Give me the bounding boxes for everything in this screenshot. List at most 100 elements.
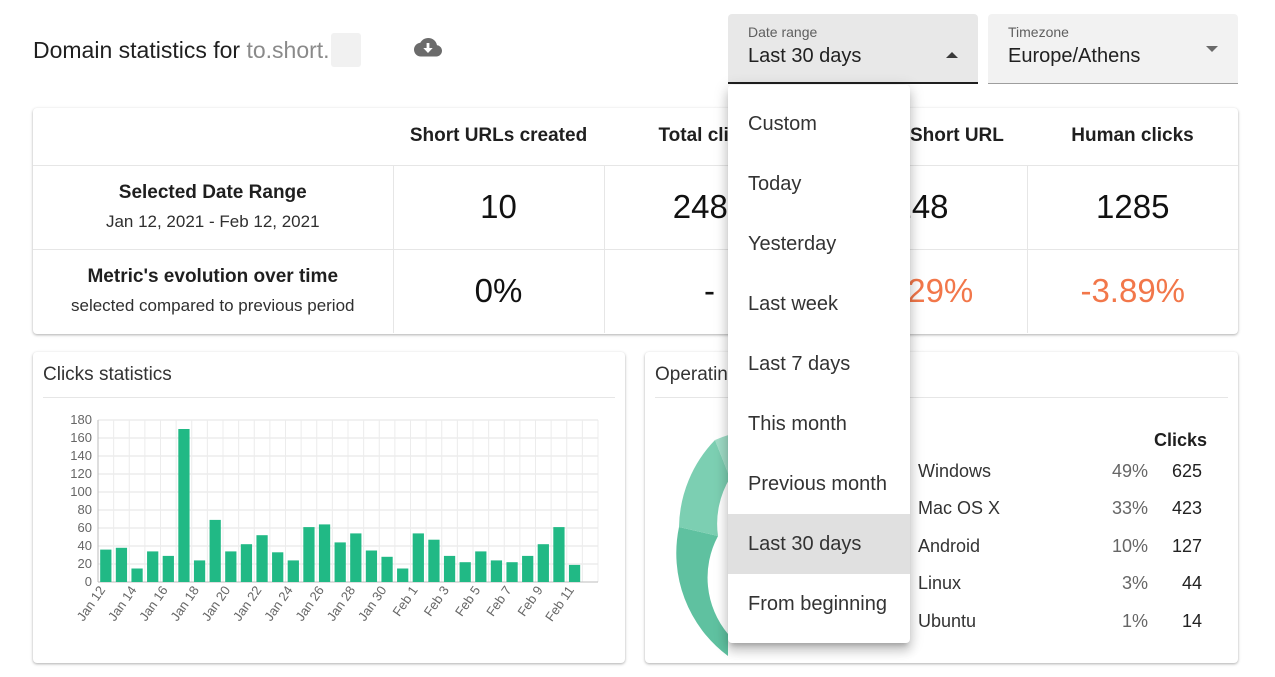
- timezone-label: Timezone: [1008, 24, 1069, 40]
- menu-item-last-30-days[interactable]: Last 30 days: [728, 514, 910, 574]
- y-tick-label: 20: [78, 556, 92, 571]
- divider: [43, 397, 615, 398]
- x-tick-label: Feb 11: [542, 583, 577, 624]
- bar: [522, 555, 534, 582]
- bar: [100, 549, 112, 582]
- metric-value: 1285: [1026, 165, 1238, 250]
- donut-slice-mac-os-x: [679, 440, 730, 536]
- row-title: Selected Date Range: [118, 182, 307, 203]
- y-tick-label: 60: [78, 520, 92, 535]
- os-clicks-header: Clicks: [1154, 430, 1208, 450]
- donut-slice-windows: [676, 527, 728, 656]
- x-tick-label: Jan 18: [167, 583, 202, 624]
- bar: [334, 542, 346, 582]
- date-range-select[interactable]: Date range Last 30 days: [728, 14, 978, 84]
- list-item: Ubuntu 1% 14: [918, 611, 1218, 641]
- card-title: Clicks statistics: [43, 364, 172, 385]
- metric-change: 0%: [392, 249, 604, 333]
- column-header: Short URLs created: [393, 108, 604, 166]
- list-item: Mac OS X 33% 423: [918, 498, 1218, 528]
- os-name: Ubuntu: [918, 611, 977, 631]
- bar: [240, 544, 253, 582]
- x-tick-label: Jan 16: [136, 583, 171, 624]
- date-range-label: Date range: [748, 24, 818, 40]
- menu-item-last-7-days[interactable]: Last 7 days: [748, 353, 851, 375]
- bar: [178, 429, 190, 582]
- os-percent: 49%: [1111, 461, 1148, 481]
- bar: [490, 560, 503, 582]
- stats-corner-cell: [33, 108, 393, 166]
- y-tick-label: 80: [78, 502, 92, 517]
- bar: [272, 552, 284, 582]
- menu-item-previous-month[interactable]: Previous month: [748, 473, 887, 495]
- column-header: Human clicks: [1027, 108, 1238, 166]
- bar: [209, 519, 221, 582]
- x-tick-label: Jan 24: [261, 583, 296, 624]
- os-count: 625: [1171, 461, 1202, 481]
- menu-item-custom[interactable]: Custom: [748, 113, 817, 135]
- row-header: Metric's evolution over time selected com…: [33, 249, 393, 333]
- x-tick-label: Feb 7: [483, 583, 514, 619]
- page-title-prefix: Domain statistics for: [33, 37, 247, 63]
- bar: [256, 535, 268, 582]
- x-tick-label: Jan 14: [105, 583, 140, 624]
- row-subtitle: Jan 12, 2021 - Feb 12, 2021: [105, 212, 320, 231]
- table-row: Metric's evolution over time selected com…: [33, 249, 1238, 333]
- list-item: Linux 3% 44: [918, 573, 1218, 603]
- stats-header-row: Short URLs created Total clicks Clicks /…: [33, 108, 1238, 166]
- os-name: Android: [918, 536, 981, 556]
- os-count: 14: [1181, 611, 1202, 631]
- os-count: 44: [1181, 573, 1202, 593]
- y-tick-label: 40: [78, 538, 92, 553]
- redacted-domain-suffix: [330, 33, 361, 67]
- bar: [443, 555, 456, 582]
- caret-up-icon: [946, 52, 958, 58]
- x-tick-label: Jan 12: [74, 583, 109, 624]
- bar: [568, 564, 581, 582]
- stats-table: Short URLs created Total clicks Clicks /…: [33, 108, 1238, 333]
- x-tick-label: Jan 30: [355, 583, 390, 624]
- y-tick-label: 180: [70, 412, 92, 427]
- menu-item-last-week[interactable]: Last week: [748, 293, 839, 315]
- y-tick-label: 100: [70, 484, 92, 499]
- y-tick-label: 120: [70, 466, 92, 481]
- metric-value: 10: [392, 165, 604, 250]
- y-tick-label: 0: [85, 574, 92, 589]
- menu-item-today[interactable]: Today: [748, 173, 802, 195]
- menu-item-yesterday[interactable]: Yesterday: [748, 233, 837, 255]
- bar: [553, 527, 565, 582]
- x-tick-label: Feb 1: [389, 583, 420, 619]
- timezone-select[interactable]: Timezone Europe/Athens: [988, 14, 1238, 84]
- bar: [350, 533, 362, 582]
- date-range-value: Last 30 days: [748, 45, 862, 67]
- bar: [506, 562, 518, 582]
- bar: [225, 551, 237, 582]
- bar: [475, 551, 487, 582]
- os-percent: 10%: [1111, 536, 1148, 556]
- x-tick-label: Jan 28: [324, 583, 359, 624]
- clicks-statistics-card: Clicks statistics 0 20 40 60 80 100 120 140 160 1…: [33, 352, 625, 663]
- row-title: Metric's evolution over time: [87, 266, 339, 288]
- timezone-value: Europe/Athens: [1008, 45, 1141, 67]
- x-tick-label: Feb 3: [421, 583, 452, 619]
- domain-name: to.short.: [246, 37, 330, 63]
- bar: [115, 547, 128, 582]
- menu-item-this-month[interactable]: This month: [748, 413, 847, 435]
- x-tick-label: Feb 9: [514, 583, 545, 619]
- os-name: Linux: [918, 573, 962, 593]
- metric-change: -3.89%: [1026, 249, 1238, 333]
- caret-down-icon: [1206, 46, 1218, 52]
- bar: [428, 539, 440, 582]
- x-tick-label: Jan 22: [230, 583, 265, 624]
- list-item: Windows 49% 625: [918, 461, 1218, 491]
- bar: [147, 551, 159, 582]
- x-tick-label: Feb 5: [452, 583, 483, 619]
- row-subtitle: selected compared to previous period: [71, 296, 355, 316]
- y-tick-label: 160: [70, 430, 92, 445]
- row-header: Selected Date Range Jan 12, 2021 - Feb 12…: [33, 165, 393, 250]
- os-name: Mac OS X: [918, 498, 1001, 518]
- cloud-download-icon[interactable]: [413, 35, 443, 59]
- menu-item-from-beginning[interactable]: From beginning: [748, 593, 887, 615]
- list-item: Android 10% 127: [918, 536, 1218, 566]
